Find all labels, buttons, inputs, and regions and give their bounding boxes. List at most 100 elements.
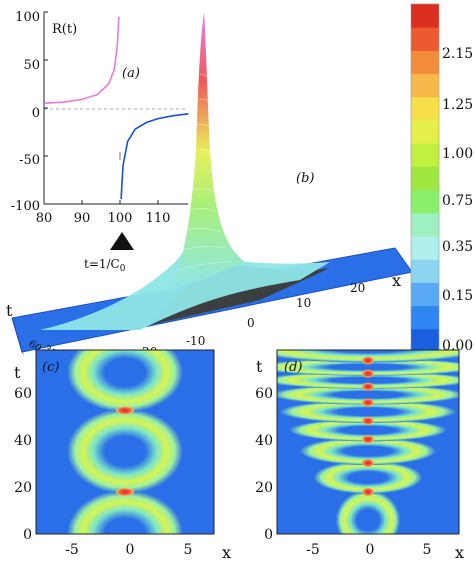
panel-a-x-tick: 90 bbox=[74, 211, 91, 226]
panel-a-y-tick: 50 bbox=[23, 58, 40, 73]
oval-lobe bbox=[279, 400, 457, 423]
panel-a-x-tick: 80 bbox=[36, 211, 53, 226]
marker-label-sub: 0 bbox=[120, 264, 126, 274]
panel-d-x-tick: -5 bbox=[306, 542, 320, 558]
peak-contour-lines bbox=[177, 74, 233, 271]
peak-core bbox=[362, 459, 374, 468]
panel-b-x-tick: 20 bbox=[350, 281, 365, 295]
panel-d-xlabel: x bbox=[455, 543, 464, 562]
colorbar bbox=[410, 3, 440, 353]
panel-a-ticks bbox=[43, 11, 159, 205]
triangle-marker-icon bbox=[110, 232, 134, 250]
panel-a-y-tick: -50 bbox=[19, 153, 40, 168]
oval-lobe bbox=[277, 358, 459, 376]
panel-a-marker-label: t=1/C0 bbox=[84, 257, 126, 274]
peak-core bbox=[362, 487, 374, 496]
right-branch-line bbox=[120, 113, 189, 200]
colorbar-tick: 0.35 bbox=[442, 239, 473, 255]
panel-b-label: (b) bbox=[296, 171, 314, 186]
panel-d-frame bbox=[276, 349, 460, 535]
panel-a-y-ticks: 100 50 0 -50 -100 bbox=[11, 10, 40, 214]
colorbar-segment bbox=[411, 143, 439, 167]
colorbar-ticks: 2.15 1.25 1.00 0.75 0.35 0.15 0.00 bbox=[442, 46, 473, 354]
colorbar-segment bbox=[411, 305, 439, 330]
panel-a-x-tick: 110 bbox=[146, 211, 171, 226]
colorbar-segment bbox=[411, 4, 439, 28]
panel-d-y-tick: 60 bbox=[255, 386, 273, 402]
colorbar-segment bbox=[411, 27, 439, 51]
panel-a-y-tick: 100 bbox=[15, 10, 40, 25]
panel-b: (b) x -20 -10 0 10 20 t 60 30 0 bbox=[6, 12, 413, 361]
panel-c-x-tick: 5 bbox=[184, 542, 193, 558]
colorbar-segment bbox=[411, 120, 439, 144]
peak-core bbox=[362, 416, 374, 425]
panel-c-y-ticks: 60 40 20 0 bbox=[14, 386, 32, 543]
colorbar-segment bbox=[411, 212, 439, 237]
peak-core bbox=[362, 398, 374, 407]
panel-c-label: (c) bbox=[42, 360, 59, 375]
panel-c-plot bbox=[67, 350, 183, 534]
panel-d-y-ticks: 60 40 20 0 bbox=[255, 386, 273, 543]
panel-c-y-tick: 40 bbox=[14, 433, 32, 449]
panel-d-ylabel: t bbox=[256, 357, 263, 376]
oval-lobe bbox=[299, 437, 437, 466]
oval-lobe bbox=[67, 489, 183, 534]
panel-a-lines bbox=[43, 16, 189, 200]
oval-lobe bbox=[277, 384, 459, 405]
panel-a-y-tick: 0 bbox=[32, 106, 40, 121]
panel-b-x-tick: 0 bbox=[247, 316, 255, 330]
panel-a-x-tick: 100 bbox=[108, 211, 133, 226]
colorbar-tick: 0.15 bbox=[442, 288, 473, 304]
panel-b-x-axis-label: x bbox=[392, 271, 401, 290]
panel-c-y-tick: 0 bbox=[23, 527, 32, 543]
panel-c-xlabel: x bbox=[222, 543, 231, 562]
marker-label-main: t=1/C bbox=[84, 257, 120, 271]
oval-lobe bbox=[335, 489, 401, 534]
surface-front-edge bbox=[12, 318, 24, 356]
panel-d-x-tick: 5 bbox=[423, 542, 432, 558]
peak-core bbox=[116, 406, 134, 415]
colorbar-tick: 1.25 bbox=[442, 97, 473, 113]
panel-a-x-ticks: 80 90 100 110 bbox=[36, 211, 171, 226]
colorbar-segment bbox=[411, 189, 439, 214]
oval-lobe bbox=[277, 371, 459, 389]
panel-c-x-ticks: -5 0 5 bbox=[65, 542, 192, 558]
colorbar-segment bbox=[411, 166, 439, 191]
panel-a-label: (a) bbox=[122, 66, 140, 81]
left-branch-line bbox=[43, 16, 120, 104]
colorbar-segment bbox=[411, 259, 439, 283]
panel-d-y-tick: 20 bbox=[255, 480, 273, 496]
colorbar-tick: 1.00 bbox=[442, 146, 473, 162]
colorbar-tick: 0.75 bbox=[442, 193, 473, 209]
peak-core bbox=[362, 435, 374, 444]
panel-b-t-axis-label: t bbox=[6, 301, 13, 320]
panel-d-x-tick: 0 bbox=[366, 542, 375, 558]
colorbar-segment bbox=[411, 50, 439, 75]
panel-d-y-tick: 40 bbox=[255, 433, 273, 449]
peak-core bbox=[362, 369, 374, 378]
colorbar-tick: 2.15 bbox=[442, 46, 473, 62]
oval-lobe bbox=[277, 350, 459, 363]
panel-a-y-tick: -100 bbox=[11, 199, 40, 214]
panel-c-x-tick: -5 bbox=[65, 542, 79, 558]
panel-c-frame bbox=[35, 349, 215, 535]
oval-lobe bbox=[313, 461, 423, 494]
panel-c-y-tick: 60 bbox=[14, 386, 32, 402]
panel-b-x-tick: -10 bbox=[186, 334, 205, 348]
colorbar-segment bbox=[411, 328, 439, 353]
surface-peak bbox=[170, 12, 245, 290]
colorbar-segment bbox=[411, 96, 439, 121]
panel-c-ylabel: t bbox=[14, 363, 21, 382]
panel-d-label: (d) bbox=[284, 360, 302, 375]
panel-b-x-tick: 10 bbox=[296, 296, 311, 310]
panel-a: R(t) (a) 100 50 0 -50 -100 80 90 100 110… bbox=[11, 10, 190, 274]
panel-d: (d) t x 60 40 20 0 -5 0 5 bbox=[255, 349, 464, 562]
panel-c-y-tick: 20 bbox=[14, 480, 32, 496]
peak-core bbox=[362, 356, 374, 365]
oval-lobe bbox=[289, 418, 447, 442]
panel-c-x-tick: 0 bbox=[126, 542, 135, 558]
panel-d-plot bbox=[277, 350, 459, 534]
panel-d-x-ticks: -5 0 5 bbox=[306, 542, 431, 558]
oval-lobe bbox=[67, 350, 183, 413]
